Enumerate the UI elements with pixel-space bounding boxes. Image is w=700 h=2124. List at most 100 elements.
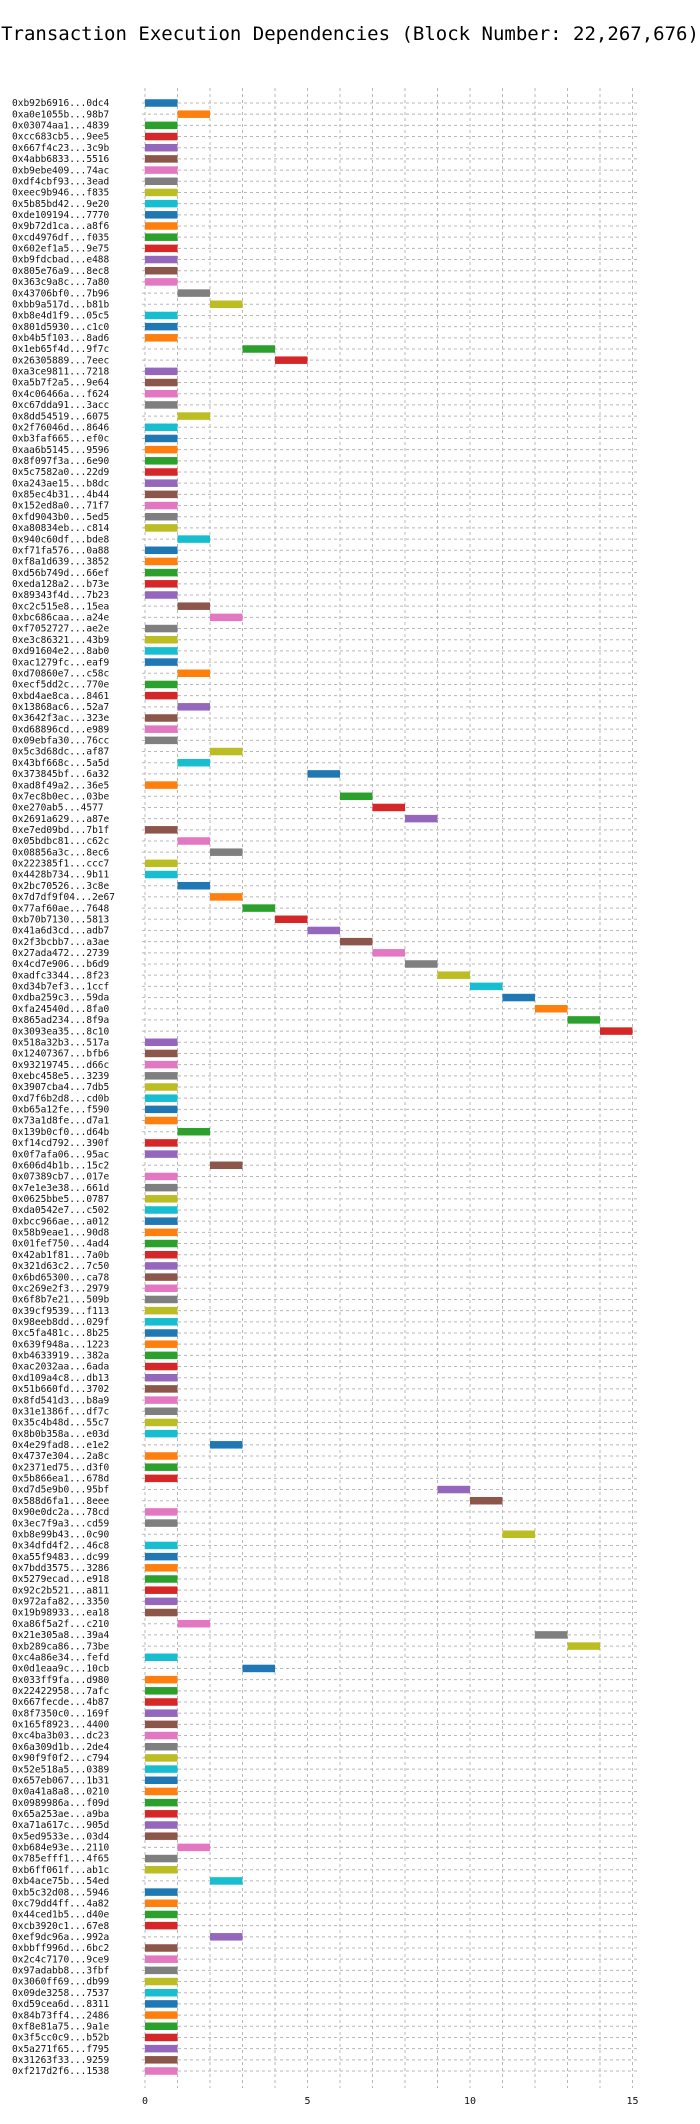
transaction-label: 0xc4a86e34...fefd (12, 1652, 109, 1663)
task-bar (145, 1250, 178, 1259)
task-bar (145, 1888, 178, 1896)
transaction-label: 0xf8e81a75...9a1e (12, 2021, 110, 2032)
transaction-label: 0xadfc3344...8f23 (12, 970, 109, 981)
task-bar (145, 1351, 178, 1360)
task-bar (405, 814, 438, 823)
task-bar (145, 468, 178, 476)
task-bar (145, 1810, 178, 1818)
transaction-label: 0xf7052727...ae2e (12, 624, 110, 635)
task-bar (145, 211, 178, 219)
transaction-label: 0x8f097f3a...6e90 (12, 456, 110, 467)
transaction-label: 0x39cf9539...f113 (12, 1306, 109, 1317)
transaction-label: 0xd109a4c8...db13 (12, 1373, 109, 1384)
transaction-label: 0xa243ae15...b8dc (12, 478, 109, 489)
transaction-label: 0xb3faf665...ef0c (12, 434, 109, 445)
transaction-label: 0xb684e93e...2110 (12, 1843, 110, 1854)
task-bar (210, 300, 243, 309)
transaction-label: 0xd34b7ef3...1ccf (12, 982, 109, 993)
task-bar (145, 1094, 178, 1102)
transaction-label: 0xa0e1055b...98b7 (12, 109, 109, 120)
task-bar (145, 691, 178, 700)
task-bar (145, 1944, 178, 1952)
task-bar (210, 1161, 243, 1170)
task-bar (145, 1105, 178, 1114)
transaction-label: 0x6a309d1b...2de4 (12, 1742, 110, 1753)
transaction-label: 0xad8f49a2...36e5 (12, 780, 109, 791)
transaction-label: 0xd59cea6d...8311 (12, 1999, 110, 2010)
task-bar (145, 1340, 178, 1348)
x-tick-label: 0 (142, 2096, 148, 2107)
task-bar (145, 714, 178, 722)
task-bar (145, 457, 178, 465)
transaction-label: 0x606d4b1b...15c2 (12, 1160, 109, 1171)
transaction-label: 0x0625bbe5...0787 (12, 1194, 109, 1205)
transaction-label: 0xeda128a2...b73e (12, 579, 110, 590)
transaction-label: 0xc67dda91...3acc (12, 400, 109, 411)
task-bar (145, 1373, 178, 1382)
transaction-label: 0x972afa82...3350 (12, 1597, 110, 1608)
transaction-label: 0x97adabb8...3fbf (12, 1966, 109, 1977)
transaction-label: 0xc5fa481c...8b25 (12, 1328, 109, 1339)
transaction-label: 0xcc683cb5...9ee5 (12, 132, 109, 143)
task-bar (145, 512, 178, 521)
transaction-label: 0x5b866ea1...678d (12, 1474, 109, 1485)
transaction-label: 0x0d1eaa9c...10cb (12, 1664, 110, 1675)
task-bar (145, 524, 178, 532)
transaction-label: 0x5b85bd42...9e20 (12, 199, 110, 210)
task-bar (242, 904, 275, 912)
transaction-label: 0xef9dc96a...992a (12, 1932, 109, 1943)
task-bar (145, 725, 178, 733)
task-bar (145, 233, 178, 241)
transaction-label: 0x373845bf...6a32 (12, 769, 109, 780)
transaction-label: 0xde109194...7770 (12, 210, 110, 221)
transaction-label: 0xdf4cbf93...3ead (12, 176, 109, 187)
transaction-label: 0x77af60ae...7648 (12, 903, 110, 914)
grid-layer (142, 88, 638, 2088)
task-bar (145, 781, 178, 789)
transaction-label: 0xa3ce9811...7218 (12, 367, 110, 378)
transaction-label: 0x139b0cf0...d64b (12, 1127, 110, 1138)
task-bar (145, 1083, 178, 1091)
transaction-label: 0xaa6b5145...9596 (12, 445, 110, 456)
transaction-label: 0xf217d2f6...1538 (12, 2066, 110, 2077)
task-bar (307, 926, 340, 935)
task-bar (145, 1754, 178, 1762)
task-bar (145, 1318, 178, 1326)
transaction-label: 0x43706bf0...7b96 (12, 288, 110, 299)
transaction-label: 0xc79dd4ff...4a82 (12, 1898, 109, 1909)
task-bar (177, 703, 210, 711)
transaction-label: 0xa55f9483...dc99 (12, 1552, 110, 1563)
task-bar (145, 1798, 178, 1807)
task-bar (145, 1217, 178, 1225)
transaction-label: 0x31e1386f...df7c (12, 1406, 109, 1417)
transaction-label: 0x4cd7e906...b6d9 (12, 959, 110, 970)
task-bar (145, 1731, 178, 1740)
transaction-label: 0xb65a12fe...f590 (12, 1105, 110, 1116)
task-bar (145, 1262, 178, 1270)
transaction-label: 0xb6ff061f...ab1c (12, 1865, 109, 1876)
transaction-label: 0x7d7df9f04...2e67 (12, 892, 115, 903)
task-bar (145, 1586, 178, 1594)
task-bar (145, 177, 178, 186)
task-bar (145, 155, 178, 163)
task-bar (145, 1552, 178, 1561)
transaction-label: 0x8f7350c0...169f (12, 1708, 109, 1719)
task-bar (145, 1966, 178, 1975)
task-bar (145, 2067, 178, 2075)
transaction-label: 0x51b660fd...3702 (12, 1384, 109, 1395)
task-bar (145, 1575, 178, 1583)
task-bar (145, 1206, 178, 1214)
transaction-label: 0x31263f33...9259 (12, 2055, 110, 2066)
transaction-label: 0x58b9eae1...90d8 (12, 1228, 110, 1239)
transaction-label: 0xb4ace75b...54ed (12, 1876, 109, 1887)
task-bar (145, 188, 178, 197)
transaction-label: 0xe7ed09bd...7b1f (12, 825, 109, 836)
transaction-label: 0xd91604e2...8ab0 (12, 646, 110, 657)
transaction-label: 0x321d63c2...7c50 (12, 1261, 110, 1272)
task-bar (145, 2000, 178, 2008)
transaction-label: 0x43bf668c...5a5d (12, 758, 109, 769)
task-bar (145, 266, 178, 275)
transaction-label: 0x3ec7f9a3...cd59 (12, 1518, 110, 1529)
task-bar (145, 1742, 178, 1751)
task-bar (145, 1228, 178, 1237)
